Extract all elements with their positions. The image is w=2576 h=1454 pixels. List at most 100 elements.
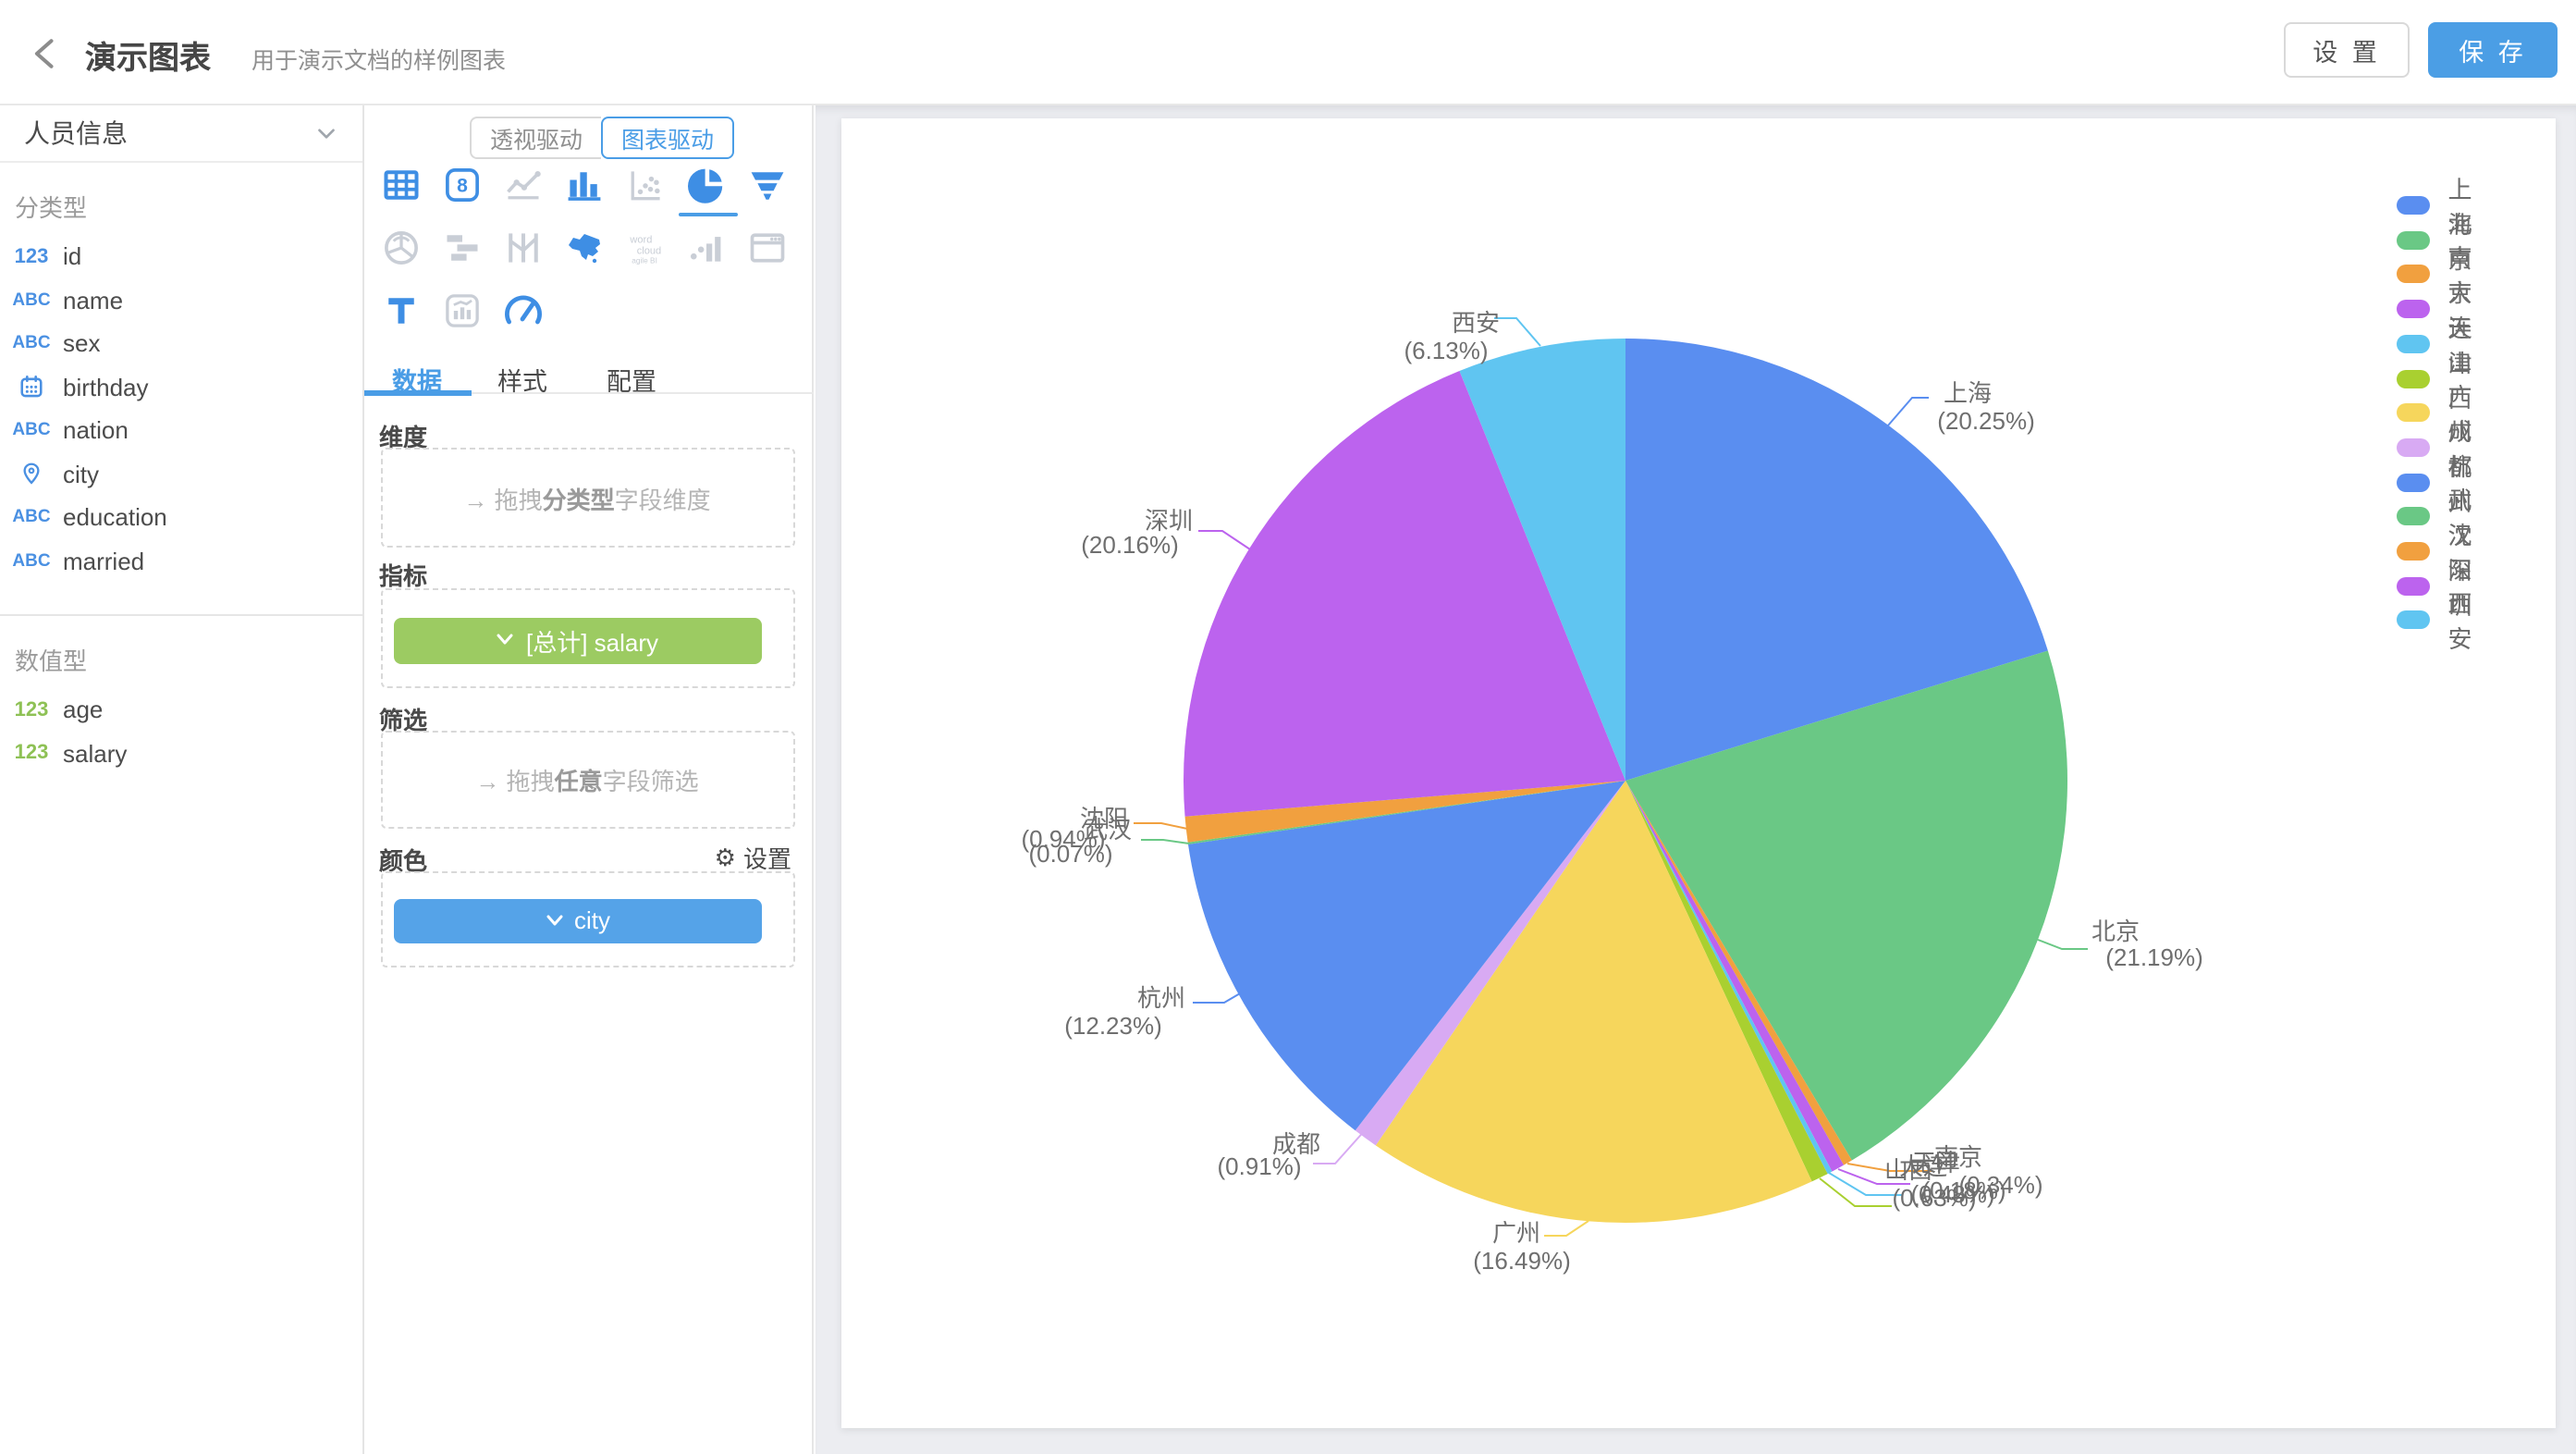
mode-toggle: 透视驱动 图表驱动 <box>470 117 735 159</box>
pie-slice-大连[interactable] <box>1625 781 1845 1172</box>
pie-slice-沈阳[interactable] <box>1184 781 1625 843</box>
field-item-age[interactable]: 123 age <box>0 688 362 732</box>
iframe-widget-icon[interactable] <box>745 226 790 270</box>
color-label: 颜色 <box>379 847 428 875</box>
kpi-card-icon[interactable]: 8 <box>440 163 485 207</box>
number-field-icon: 123 <box>14 742 49 765</box>
pie-slice-山西[interactable] <box>1625 781 1828 1182</box>
legend-swatch <box>2397 403 2430 423</box>
field-label: education <box>63 503 167 532</box>
field-item-married[interactable]: ABC married <box>0 539 362 583</box>
parallel-chart-icon[interactable] <box>501 226 546 270</box>
field-item-education[interactable]: ABC education <box>0 496 362 539</box>
legend-item-沈阳[interactable]: 沈阳 <box>2397 516 2484 586</box>
field-item-nation[interactable]: ABC nation <box>0 409 362 452</box>
pie-slice-武汉[interactable] <box>1187 781 1625 844</box>
pie-slice-北京[interactable] <box>1625 650 2067 1161</box>
funnel-chart-icon[interactable] <box>745 163 790 207</box>
pie-chart[interactable] <box>841 118 2556 1428</box>
table-chart-icon[interactable] <box>379 163 423 207</box>
pie-slice-深圳[interactable] <box>1183 371 1625 817</box>
scatter-chart-icon[interactable] <box>623 163 668 207</box>
metric-pill[interactable]: [总计] salary <box>394 617 761 663</box>
radar-chart-icon[interactable] <box>379 226 423 270</box>
label-leader-line <box>1494 317 1541 347</box>
field-label: name <box>63 286 124 314</box>
field-item-id[interactable]: 123 id <box>0 235 362 278</box>
field-label: city <box>63 460 99 488</box>
word-cloud-icon[interactable]: word cloud agile BI <box>623 226 668 270</box>
save-button[interactable]: 保 存 <box>2428 22 2558 78</box>
legend-item-广州[interactable]: 广州 <box>2397 377 2484 448</box>
combo-chart-icon[interactable] <box>440 289 485 333</box>
pie-slice-天津[interactable] <box>1625 781 1833 1175</box>
page-subtitle: 用于演示文档的样例图表 <box>251 48 507 74</box>
legend-item-北京[interactable]: 北京 <box>2397 204 2484 275</box>
field-item-sex[interactable]: ABC sex <box>0 322 362 365</box>
legend-item-天津[interactable]: 天津 <box>2397 309 2484 379</box>
gear-icon: ⚙ <box>714 843 736 870</box>
china-map-icon[interactable] <box>562 226 607 270</box>
step-chart-icon[interactable] <box>684 226 729 270</box>
legend-item-上海[interactable]: 上海 <box>2397 170 2484 240</box>
pie-label-percent: (16.49%) <box>1473 1247 1571 1275</box>
label-leader-line <box>1837 1168 1910 1185</box>
pie-slice-成都[interactable] <box>1355 781 1625 1146</box>
legend-item-西安[interactable]: 西安 <box>2397 585 2484 656</box>
legend-label: 沈阳 <box>2447 522 2472 585</box>
dimension-drop-zone[interactable]: → 拖拽分类型字段维度 <box>380 448 794 548</box>
pie-label-name: 沈阳 <box>1079 805 1129 832</box>
pie-label-name: 天津 <box>1911 1149 1961 1177</box>
pie-slice-杭州[interactable] <box>1187 781 1625 1131</box>
legend-swatch <box>2397 542 2430 561</box>
tab-style[interactable]: 样式 <box>497 368 547 396</box>
pie-label-percent: (20.25%) <box>1937 407 2035 435</box>
pie-label-percent: (21.19%) <box>2105 943 2203 971</box>
color-settings-button[interactable]: ⚙ 设置 <box>715 840 791 875</box>
color-drop-zone[interactable]: city <box>380 871 794 967</box>
pie-slice-上海[interactable] <box>1625 339 2048 781</box>
bar-chart-icon[interactable] <box>562 163 607 207</box>
gauge-chart-icon[interactable] <box>501 289 546 333</box>
legend-item-大连[interactable]: 大连 <box>2397 274 2484 344</box>
legend-swatch <box>2397 334 2430 353</box>
field-item-name[interactable]: ABC name <box>0 278 362 322</box>
legend-item-深圳[interactable]: 深圳 <box>2397 550 2484 621</box>
header-bar: 演示图表 用于演示文档的样例图表 设 置 保 存 <box>0 0 2576 105</box>
dataset-selector[interactable]: 人员信息 <box>0 105 362 163</box>
tab-config[interactable]: 配置 <box>607 368 656 396</box>
legend-item-山西[interactable]: 山西 <box>2397 343 2484 413</box>
label-leader-line <box>1544 1220 1589 1237</box>
field-item-city[interactable]: city <box>0 452 362 496</box>
legend-item-成都[interactable]: 成都 <box>2397 413 2484 483</box>
pie-slice-南京[interactable] <box>1625 781 1852 1165</box>
chart-canvas-area: 上海 (20.25%) 北京 (21.19%) 南京 (0.34%) 大连 (0.48%) 天津… <box>816 105 2576 1454</box>
legend-item-武汉[interactable]: 武汉 <box>2397 482 2484 552</box>
field-item-salary[interactable]: 123 salary <box>0 732 362 775</box>
filter-drop-zone[interactable]: → 拖拽任意字段筛选 <box>380 731 794 829</box>
pie-slice-广州[interactable] <box>1375 781 1812 1223</box>
pie-label-name: 大连 <box>1898 1152 1948 1180</box>
color-pill[interactable]: city <box>394 899 761 943</box>
legend-label: 成都 <box>2447 417 2472 481</box>
legend-swatch <box>2397 300 2430 319</box>
pie-label-name: 成都 <box>1271 1130 1321 1158</box>
gantt-chart-icon[interactable] <box>440 226 485 270</box>
pie-slice-西安[interactable] <box>1459 339 1625 781</box>
settings-button[interactable]: 设 置 <box>2284 22 2410 78</box>
svg-text:8: 8 <box>457 176 468 197</box>
legend-item-杭州[interactable]: 杭州 <box>2397 447 2484 517</box>
legend-item-南京[interactable]: 南京 <box>2397 240 2484 310</box>
chevron-down-icon <box>497 634 514 645</box>
legend-swatch <box>2397 369 2430 388</box>
field-item-birthday[interactable]: birthday <box>0 365 362 409</box>
mode-chart-button[interactable]: 图表驱动 <box>601 117 735 159</box>
back-button[interactable] <box>26 33 67 74</box>
config-tab-bar: 数据 样式 配置 <box>364 361 814 396</box>
mode-pivot-button[interactable]: 透视驱动 <box>470 117 602 159</box>
line-chart-icon[interactable] <box>501 163 546 207</box>
pie-chart-icon[interactable] <box>684 163 729 207</box>
text-widget-icon[interactable] <box>379 289 423 333</box>
metric-drop-zone[interactable]: [总计] salary <box>380 588 794 688</box>
